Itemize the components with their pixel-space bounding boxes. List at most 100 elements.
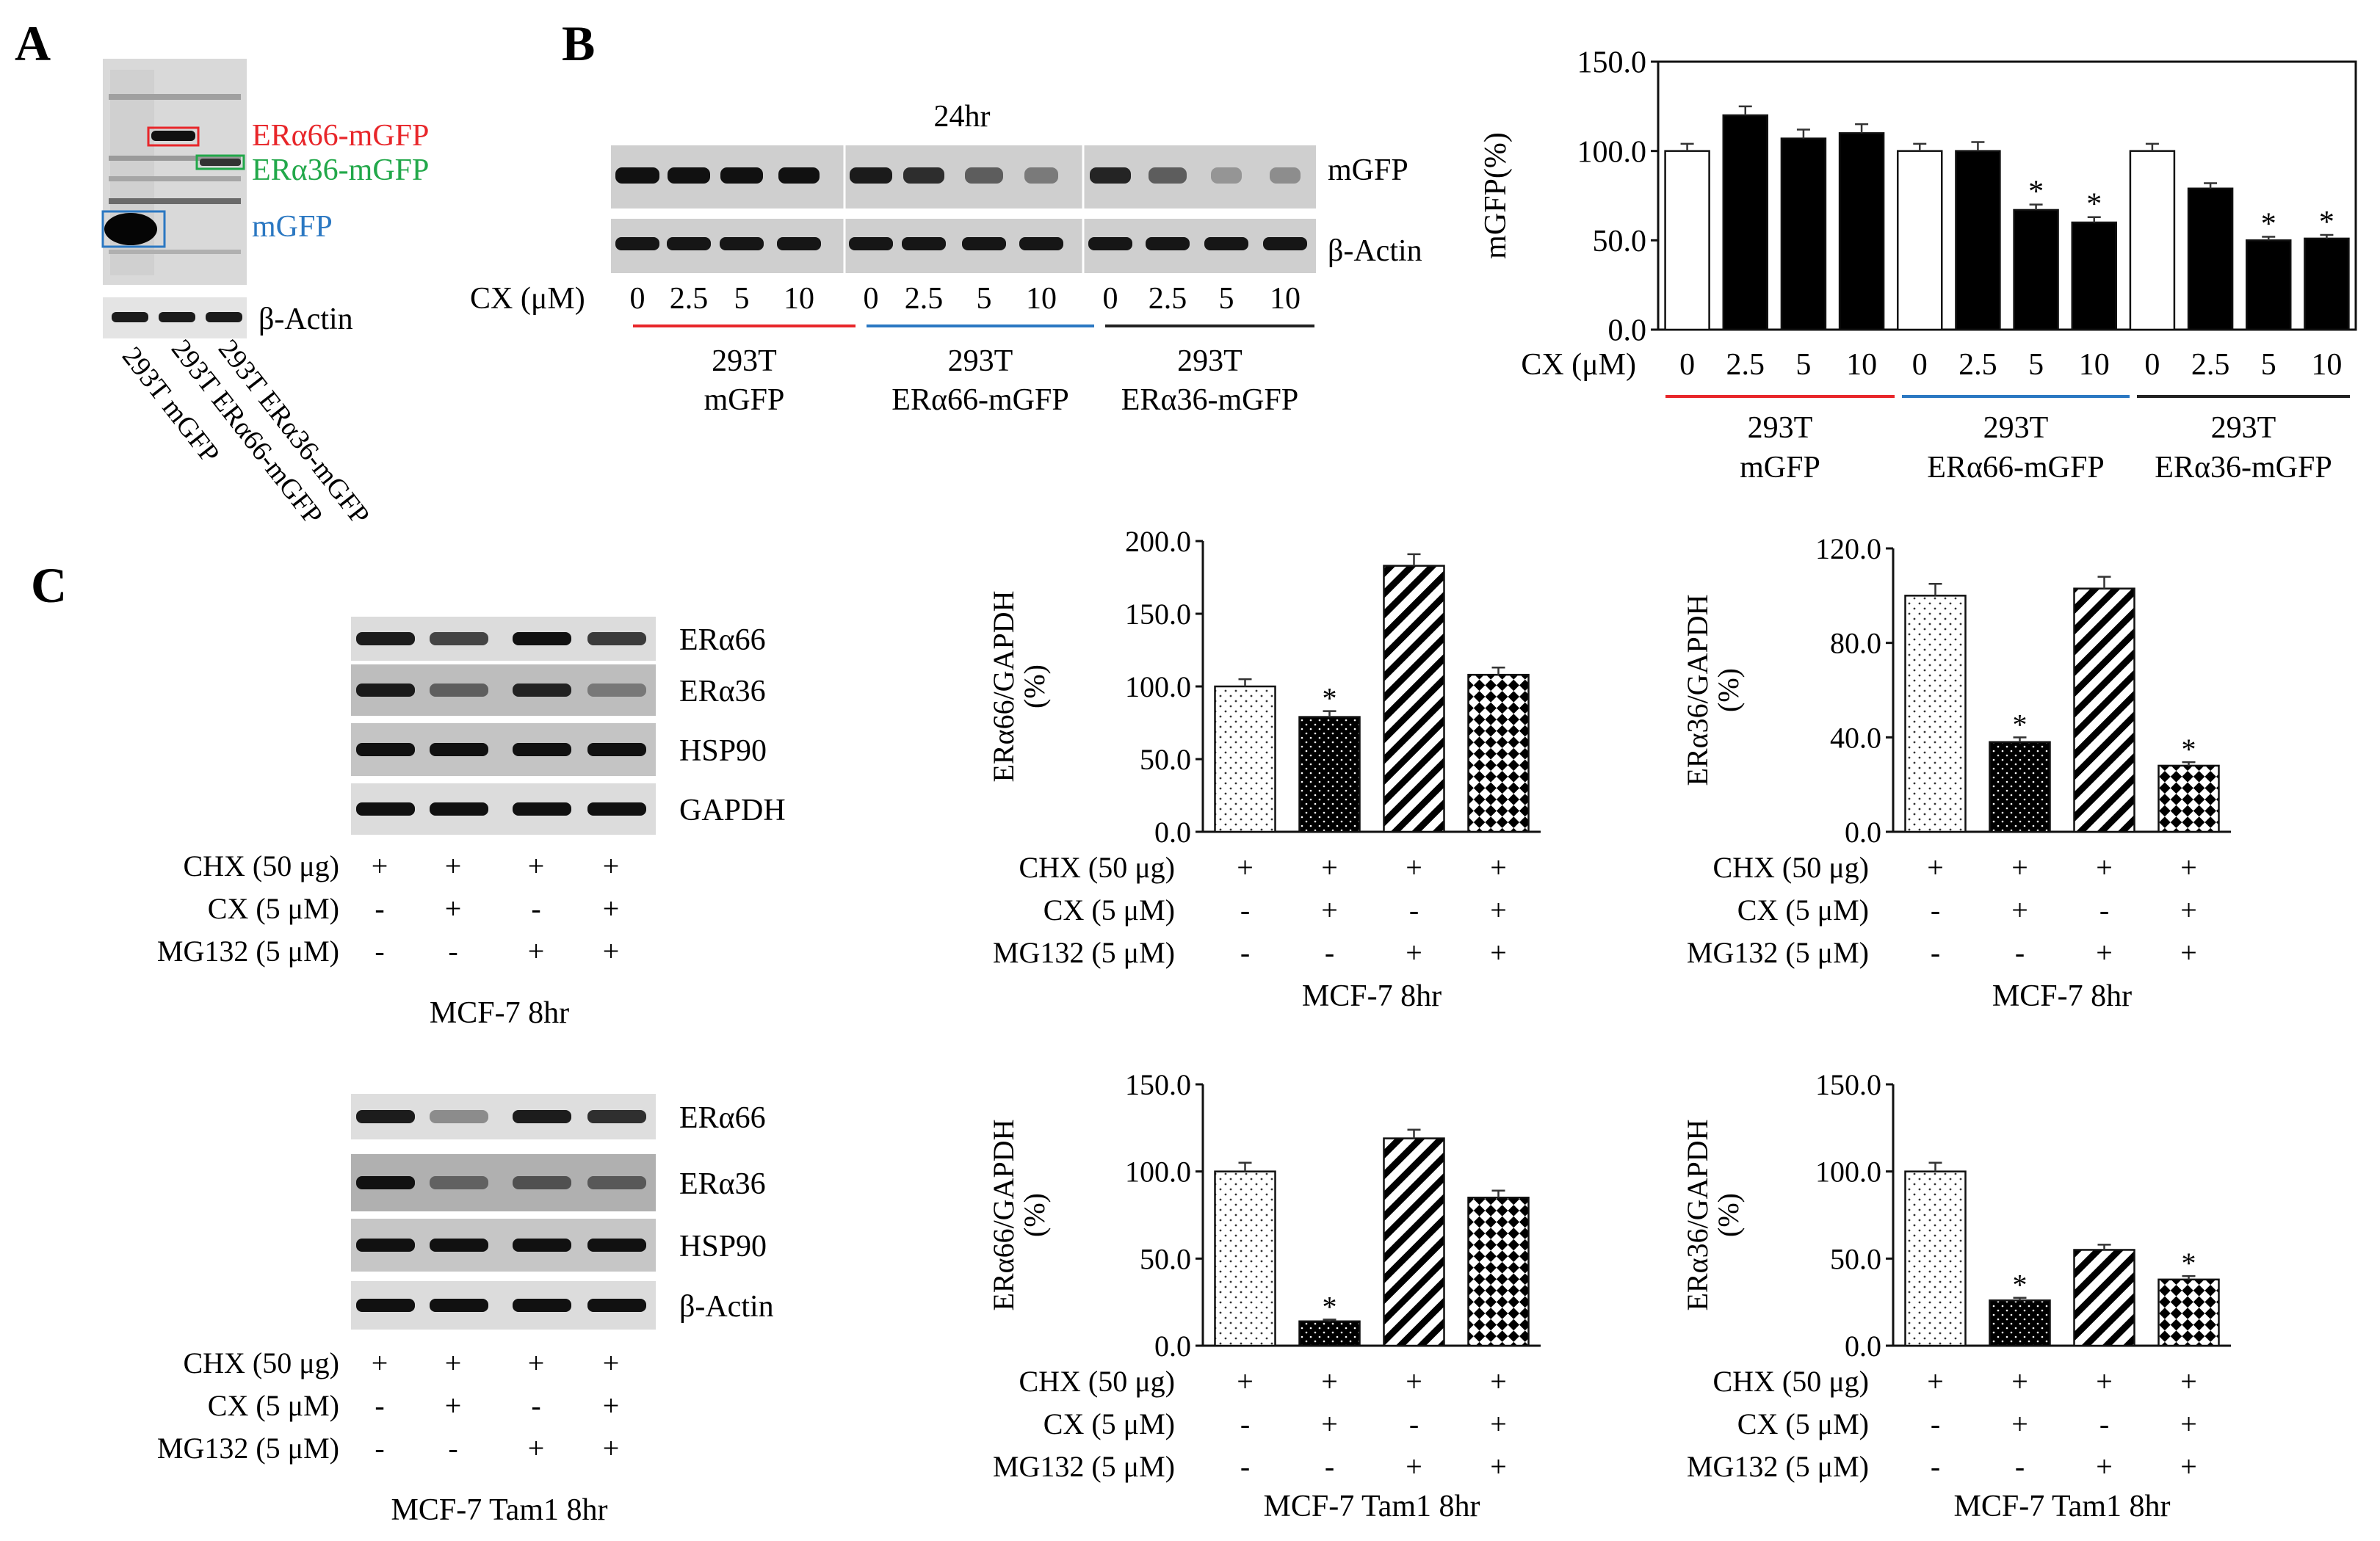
panel-b-band-mgfp xyxy=(965,167,1003,184)
chart-C2-bar: 0.0 40.0 80.0 120.0 * * ERα36/GAPDH(%) CHX (50 … xyxy=(1681,532,2231,1013)
blot-band xyxy=(513,802,571,816)
panel-b-band-actin xyxy=(1019,237,1063,250)
treatment-label: CHX (50 μg) xyxy=(1019,851,1175,884)
y-tick-label: 100.0 xyxy=(1125,1156,1191,1189)
panel-b-band-mgfp xyxy=(1270,167,1301,184)
blot-band-label: ERα66 xyxy=(679,623,766,657)
significance-marker: * xyxy=(2013,708,2028,741)
bar xyxy=(2246,239,2292,331)
bar xyxy=(1955,150,2001,331)
blot-band xyxy=(356,1239,415,1252)
blot-band xyxy=(356,1110,415,1123)
treatment-sign: + xyxy=(1406,851,1422,884)
chart-caption: MCF-7 8hr xyxy=(1302,979,1442,1013)
y-tick-label: 0.0 xyxy=(1154,1330,1191,1363)
x-tick-label: 5 xyxy=(2028,348,2044,382)
x-tick-label: 2.5 xyxy=(1726,348,1765,382)
blot-band xyxy=(356,1176,415,1189)
blot-caption: MCF-7 8hr xyxy=(430,996,569,1030)
x-tick-label: 10 xyxy=(1846,348,1877,382)
treatment-sign: + xyxy=(372,849,388,882)
panel-b-dose-label: 0 xyxy=(1103,282,1118,316)
y-tick-label: 150.0 xyxy=(1577,46,1647,80)
blot-band-label: ERα36 xyxy=(679,675,766,708)
treatment-label: CHX (50 μg) xyxy=(1712,1365,1869,1398)
panel-b-band-mgfp xyxy=(615,167,659,184)
panel-b-band-actin xyxy=(849,237,893,250)
treatment-sign: + xyxy=(603,1389,620,1422)
treatment-label: CX (5 μM) xyxy=(1737,893,1869,927)
x-tick-label: 2.5 xyxy=(1958,348,1997,382)
y-tick-label: 50.0 xyxy=(1593,225,1647,258)
treatment-sign: - xyxy=(531,1389,540,1422)
treatment-sign: - xyxy=(1325,1450,1334,1483)
treatment-sign: + xyxy=(2180,1407,2197,1440)
treatment-sign: - xyxy=(1240,1407,1250,1440)
y-tick-label: 100.0 xyxy=(1125,670,1191,703)
panel-b-band-actin xyxy=(615,237,659,250)
treatment-sign: + xyxy=(1406,936,1422,969)
bar xyxy=(1214,685,1276,833)
treatment-sign: - xyxy=(2015,1450,2025,1483)
treatment-sign: + xyxy=(1406,1450,1422,1483)
treatment-sign: + xyxy=(2180,851,2197,884)
treatment-sign: + xyxy=(2180,1450,2197,1483)
treatment-sign: + xyxy=(2011,851,2028,884)
panel-a-actin-band xyxy=(112,312,148,322)
blot-band-label: ERα36 xyxy=(679,1167,766,1201)
treatment-sign: - xyxy=(448,935,457,968)
panel-a-label-mgfp: mGFP xyxy=(252,210,333,244)
treatment-sign: + xyxy=(528,1346,545,1379)
chart-caption: MCF-7 8hr xyxy=(1992,979,2132,1013)
bar xyxy=(1904,595,1967,833)
blot-band xyxy=(430,1110,488,1123)
treatment-sign: + xyxy=(1321,1365,1338,1398)
panel-a-band-mgfp xyxy=(104,213,157,245)
panel-a-band-era66 xyxy=(151,131,195,141)
treatment-label: MG132 (5 μM) xyxy=(993,936,1175,969)
treatment-sign: + xyxy=(603,892,620,925)
treatment-label: CX (5 μM) xyxy=(1043,893,1175,927)
panel-b-dose-label: 0 xyxy=(630,282,645,316)
bar xyxy=(1838,132,1885,331)
panel-b-dose-label: 2.5 xyxy=(905,282,944,316)
y-tick-label: 150.0 xyxy=(1125,598,1191,631)
y-axis-label: ERα36/GAPDH xyxy=(1681,1120,1714,1311)
blot-band xyxy=(430,802,488,816)
panel-b-blot: B 24hr mGFP β-Actin CX (μM) 0 2.5 5 10 0 2.5 5… xyxy=(470,15,1422,417)
group-label: ERα36-mGFP xyxy=(2155,451,2332,485)
treatment-label: CHX (50 μg) xyxy=(183,1346,339,1379)
x-tick-label: 2.5 xyxy=(2191,348,2230,382)
treatment-sign: - xyxy=(375,935,384,968)
treatment-sign: - xyxy=(2015,936,2025,969)
chart-C1-bar: 0.0 50.0 100.0 150.0 200.0 * ERα66/GAPDH(%) CHX… xyxy=(987,525,1541,1013)
bar xyxy=(1214,1170,1276,1347)
y-tick-label: 80.0 xyxy=(1830,627,1881,660)
panel-b-dose-label: 10 xyxy=(1270,282,1301,316)
blot-band xyxy=(356,1299,415,1312)
y-tick-label: 120.0 xyxy=(1815,532,1881,565)
treatment-sign: + xyxy=(1490,1450,1507,1483)
treatment-sign: + xyxy=(2096,1450,2113,1483)
panel-b-time: 24hr xyxy=(934,100,991,134)
treatment-sign: + xyxy=(445,849,462,882)
treatment-sign: + xyxy=(1927,851,1944,884)
blot-band-label: ERα66 xyxy=(679,1101,766,1135)
blot-band xyxy=(513,1110,571,1123)
bar xyxy=(2157,1278,2220,1347)
panel-b-band-actin xyxy=(667,237,711,250)
blot-band xyxy=(587,632,646,645)
bar xyxy=(1383,565,1445,833)
bar xyxy=(2129,150,2176,331)
treatment-sign: + xyxy=(1237,1365,1254,1398)
panel-b-group-label: 293T xyxy=(948,344,1013,378)
panel-b-dose-label: 10 xyxy=(784,282,814,316)
panel-b-band-actin xyxy=(902,237,946,250)
bar xyxy=(1467,673,1530,833)
significance-marker: * xyxy=(2028,175,2044,209)
treatment-sign: + xyxy=(2096,936,2113,969)
treatment-sign: + xyxy=(1406,1365,1422,1398)
bar xyxy=(1780,137,1827,331)
blot-band xyxy=(430,1176,488,1189)
treatment-sign: + xyxy=(372,1346,388,1379)
